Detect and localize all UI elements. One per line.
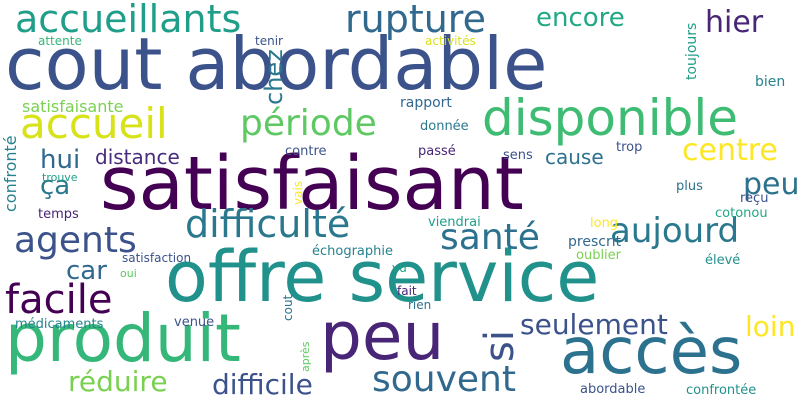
word-vais: vais [291,180,305,205]
word-difficile: difficile [212,368,313,400]
word-centre: centre [682,133,778,168]
word-recu: reçu [740,191,769,206]
word-long: long [590,216,619,231]
word-satisfaisante: satisfaisante [22,97,124,116]
word-chez: chez [260,49,288,105]
word-oublier: oublier [576,248,622,263]
word-souvent: souvent [372,359,516,400]
word-cout: cout [281,294,295,321]
word-periode: période [240,103,377,144]
word-trop: trop [616,140,643,155]
word-vu: vu [392,261,407,275]
word-facile: facile [5,277,113,323]
word-distance: distance [95,145,180,169]
word-prescrit: prescrit [568,234,622,250]
word-eleve: élevé [705,253,741,268]
word-rapport: rapport [400,95,452,111]
word-activites: activités [425,34,476,48]
word-oui: oui [120,267,137,280]
word-cotonou: cotonou [715,206,768,221]
word-loin: loin [745,310,796,343]
word-contre: contre [285,144,327,159]
word-confronte: confronté [1,135,20,212]
word-rupture: rupture [345,0,486,41]
word-abordable: abordable [580,382,646,397]
word-hier: hier [705,5,764,40]
word-echographie: échographie [312,244,394,259]
word-cout-abordable: cout abordable [5,22,548,106]
word-reduire: réduire [68,365,168,398]
word-rien: rien [408,298,432,312]
word-satisfaisant: satisfaisant [100,141,524,227]
word-donnee: donnée [420,119,469,134]
word-peu: peu [320,298,445,375]
word-seulement: seulement [520,308,668,341]
word-trouve: trouve [42,171,78,184]
word-tenir: tenir [255,34,283,48]
word-accueil: accueil [20,99,168,148]
word-bien: bien [755,74,786,90]
word-accueillants: accueillants [15,0,242,41]
word-acces: accès [560,315,743,389]
word-encore: encore [536,3,625,33]
word-ca: ça [40,171,71,201]
word-disponible: disponible [482,89,738,147]
word-plus: plus [676,179,703,194]
word-offre-service: offre service [165,236,600,318]
word-cause: cause [545,145,604,169]
word-sante: santé [440,217,540,258]
word-apres: après [299,341,312,372]
word-si: si [477,330,523,362]
word-passe: passé [418,144,456,159]
word-attente: attente [38,34,82,48]
word-hui: hui [40,145,81,175]
word-temps: temps [38,207,79,222]
word-agents: agents [14,220,137,261]
word-peut: peut [743,167,800,202]
word-car: car [66,256,107,286]
word-produit: produit [5,300,241,377]
word-aujourd: aujourd [610,211,740,251]
word-toujours: toujours [684,22,700,80]
word-fait: fait [397,284,417,298]
word-satisfaction: satisfaction [122,251,192,265]
word-sens: sens [503,148,533,163]
word-difficulte: difficulté [185,202,351,246]
word-confrontee: confrontée [686,383,757,398]
word-medicaments: médicaments [15,317,104,332]
word-viendrai: viendrai [428,215,481,230]
word-venue: venue [174,315,215,330]
